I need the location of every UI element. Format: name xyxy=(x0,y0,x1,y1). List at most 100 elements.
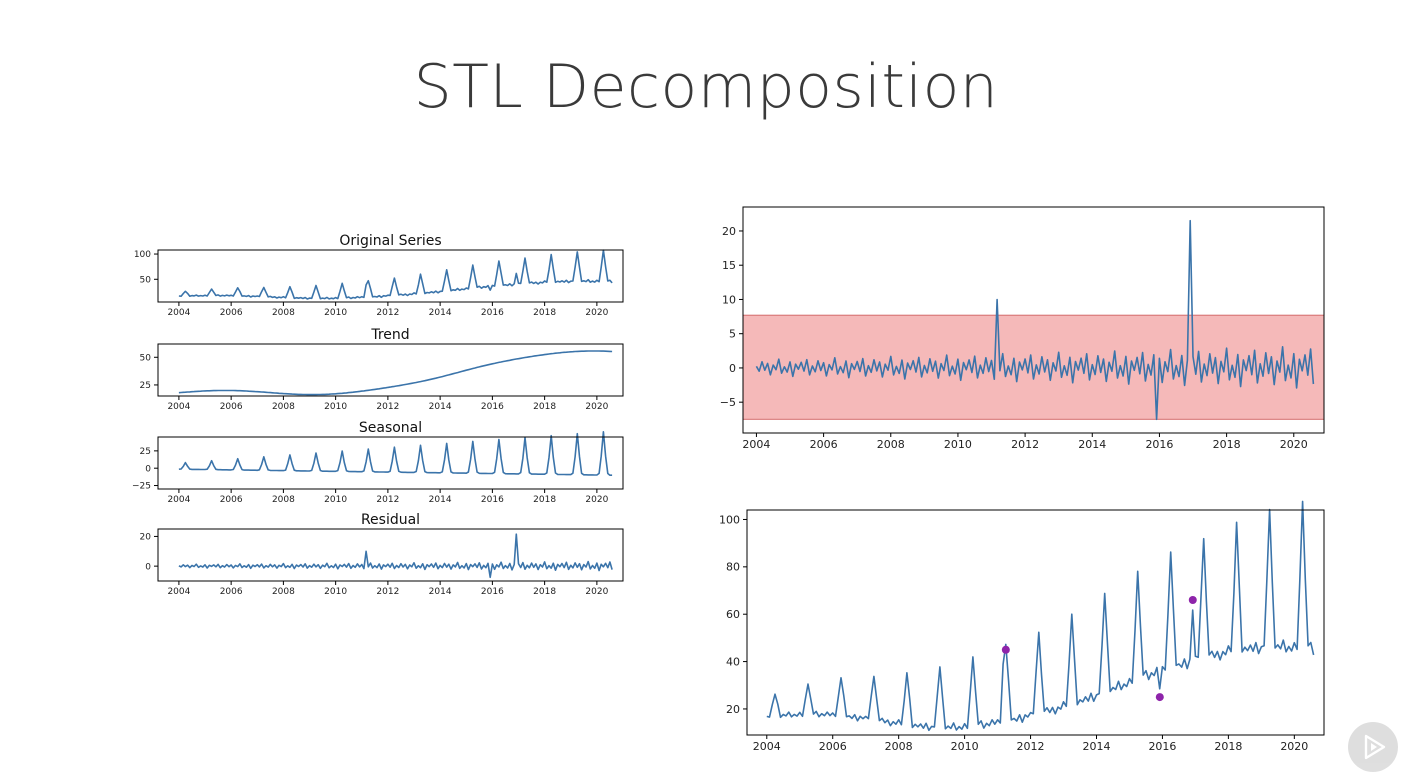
x-tick-label: 2012 xyxy=(376,495,399,505)
y-tick-label: 15 xyxy=(722,259,736,272)
y-tick-label: 20 xyxy=(722,225,736,238)
axes-frame xyxy=(157,436,624,490)
play-button[interactable] xyxy=(1348,722,1398,772)
x-tick-label: 2006 xyxy=(220,402,243,412)
x-tick-label: 2010 xyxy=(324,402,347,412)
x-tick-label: 2010 xyxy=(324,308,347,318)
series-line xyxy=(178,249,613,300)
x-tick-label: 2012 xyxy=(376,308,399,318)
x-tick-label: 2008 xyxy=(272,308,295,318)
y-tick-label: 100 xyxy=(719,513,740,526)
x-tick-label: 2004 xyxy=(167,308,190,318)
x-tick-label: 2014 xyxy=(429,587,452,597)
anomalies-chart: 2004 2006 2008 2010 2012 2014 2016 2018 20202040… xyxy=(719,500,1325,753)
x-tick-label: 2010 xyxy=(324,495,347,505)
seasonal-chart: Seasonal 2004 2006 2008 2010 2012 2014 2016 2018… xyxy=(132,420,624,505)
x-tick-label: 2018 xyxy=(1214,740,1242,753)
x-tick-label: 2018 xyxy=(533,308,556,318)
x-tick-label: 2020 xyxy=(1280,438,1308,451)
axes-frame xyxy=(157,343,624,397)
y-tick-label: −25 xyxy=(132,482,151,492)
slide-title: STL Decomposition xyxy=(413,52,999,122)
y-tick-label: 50 xyxy=(140,275,152,285)
y-tick-label: 20 xyxy=(140,533,152,543)
series-line xyxy=(766,500,1315,732)
x-tick-label: 2012 xyxy=(1011,438,1039,451)
x-tick-label: 2004 xyxy=(167,402,190,412)
y-tick-label: 0 xyxy=(145,464,151,474)
x-tick-label: 2008 xyxy=(272,402,295,412)
outlier-point xyxy=(1155,693,1164,702)
y-tick-label: 10 xyxy=(722,293,736,306)
x-tick-label: 2004 xyxy=(167,587,190,597)
x-tick-label: 2006 xyxy=(220,308,243,318)
x-tick-label: 2010 xyxy=(951,740,979,753)
y-tick-label: −5 xyxy=(720,396,736,409)
x-tick-label: 2018 xyxy=(1213,438,1241,451)
y-tick-label: 5 xyxy=(729,328,736,341)
play-triangle-icon xyxy=(1364,734,1386,760)
residual-chart: Residual 2004 2006 2008 2010 2012 2014 2016 2018… xyxy=(140,512,624,597)
y-tick-label: 25 xyxy=(140,447,151,457)
x-tick-label: 2020 xyxy=(585,308,608,318)
x-tick-label: 2012 xyxy=(376,587,399,597)
y-tick-label: 50 xyxy=(140,353,152,363)
panel-title: Seasonal xyxy=(359,420,422,436)
outlier-point xyxy=(1001,645,1010,654)
x-tick-label: 2006 xyxy=(819,740,847,753)
panel-title: Original Series xyxy=(339,233,441,249)
axes-frame xyxy=(157,528,624,582)
panel-title: Residual xyxy=(361,512,420,528)
x-tick-label: 2014 xyxy=(429,308,452,318)
x-tick-label: 2004 xyxy=(742,438,770,451)
x-tick-label: 2004 xyxy=(753,740,781,753)
x-tick-label: 2006 xyxy=(220,587,243,597)
x-tick-label: 2008 xyxy=(877,438,905,451)
series-line xyxy=(755,219,1315,421)
trend-chart: Trend 2004 2006 2008 2010 2012 2014 2016 2018 202… xyxy=(140,327,624,412)
y-tick-label: 0 xyxy=(145,562,151,572)
x-tick-label: 2012 xyxy=(376,402,399,412)
x-tick-label: 2018 xyxy=(533,587,556,597)
x-tick-label: 2008 xyxy=(272,587,295,597)
axes-frame xyxy=(746,509,1325,736)
y-tick-label: 20 xyxy=(726,703,740,716)
y-tick-label: 80 xyxy=(726,561,740,574)
x-tick-label: 2020 xyxy=(585,402,608,412)
x-tick-label: 2018 xyxy=(533,402,556,412)
x-tick-label: 2010 xyxy=(324,587,347,597)
x-tick-label: 2018 xyxy=(533,495,556,505)
x-tick-label: 2012 xyxy=(1017,740,1045,753)
series-line xyxy=(178,350,613,396)
x-tick-label: 2004 xyxy=(167,495,190,505)
y-tick-label: 100 xyxy=(134,250,151,260)
x-tick-label: 2020 xyxy=(585,587,608,597)
series-line xyxy=(178,431,613,476)
original-series-chart: Original Series 2004 2006 2008 2010 2012 2014 2… xyxy=(134,233,624,318)
x-tick-label: 2020 xyxy=(1280,740,1308,753)
series-line xyxy=(178,533,613,579)
y-tick-label: 60 xyxy=(726,608,740,621)
panel-title: Trend xyxy=(370,327,409,343)
x-tick-label: 2008 xyxy=(272,495,295,505)
x-tick-label: 2010 xyxy=(944,438,972,451)
y-tick-label: 25 xyxy=(140,381,151,391)
x-tick-label: 2006 xyxy=(810,438,838,451)
x-tick-label: 2016 xyxy=(481,495,504,505)
outlier-point xyxy=(1188,596,1197,604)
x-tick-label: 2008 xyxy=(885,740,913,753)
x-tick-label: 2016 xyxy=(1148,740,1176,753)
x-tick-label: 2016 xyxy=(481,308,504,318)
x-tick-label: 2014 xyxy=(429,402,452,412)
y-tick-label: 40 xyxy=(726,655,740,668)
y-tick-label: 0 xyxy=(729,362,736,375)
axes-frame xyxy=(157,249,624,303)
x-tick-label: 2014 xyxy=(1082,740,1110,753)
x-tick-label: 2020 xyxy=(585,495,608,505)
x-tick-label: 2014 xyxy=(1078,438,1106,451)
x-tick-label: 2016 xyxy=(481,402,504,412)
x-tick-label: 2006 xyxy=(220,495,243,505)
x-tick-label: 2016 xyxy=(1145,438,1173,451)
residual-band-chart: 2004 2006 2008 2010 2012 2014 2016 2018 2020−505… xyxy=(720,206,1325,451)
axes-frame xyxy=(742,206,1325,434)
